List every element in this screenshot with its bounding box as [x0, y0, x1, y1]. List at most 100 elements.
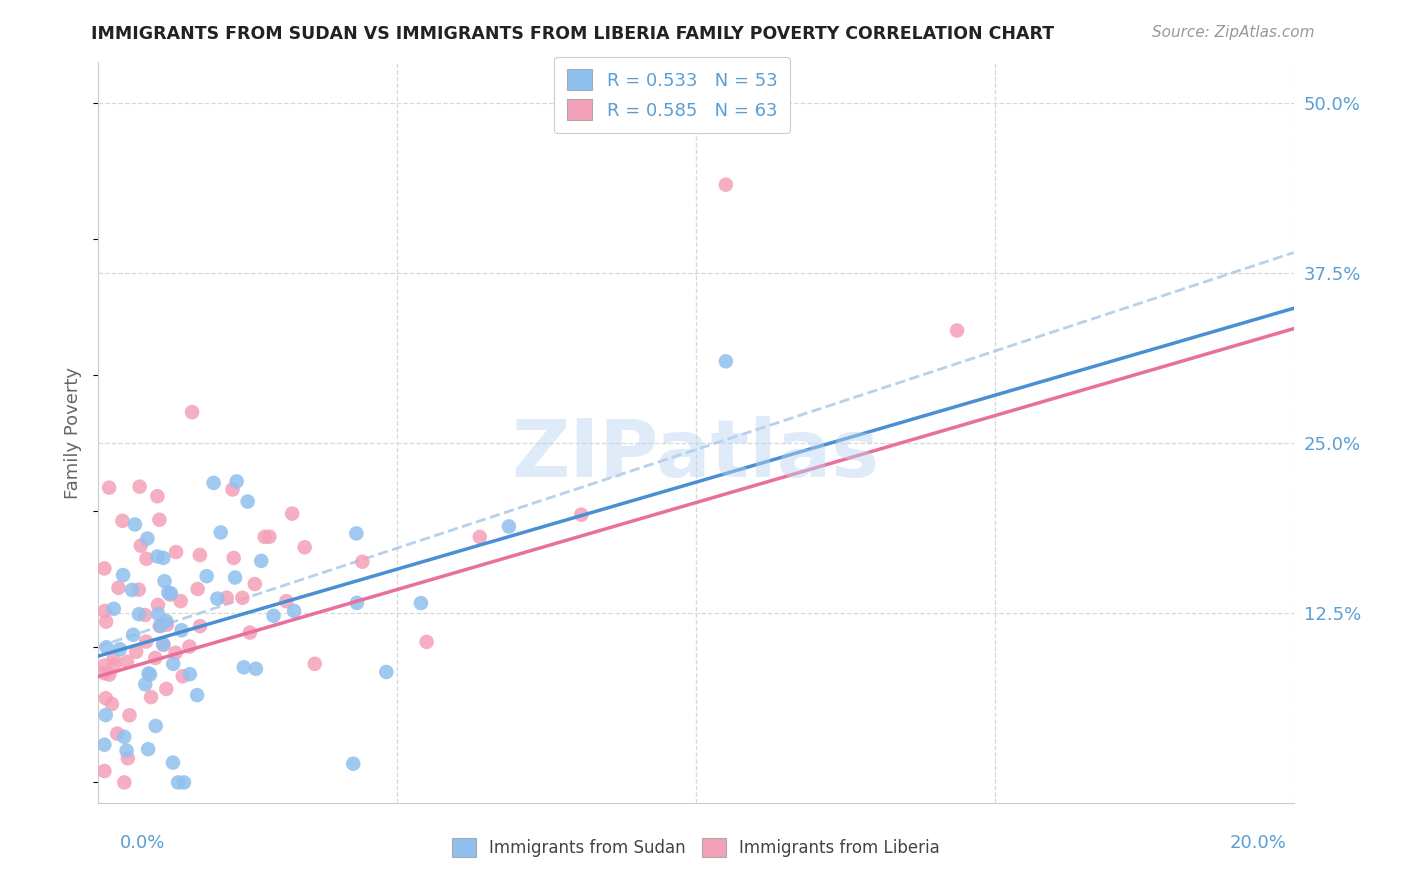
Point [187, 582, 209, 596]
Point [134, 607, 156, 622]
Point [409, 596, 432, 610]
Point [128, 480, 150, 494]
Legend: Immigrants from Sudan, Immigrants from Liberia: Immigrants from Sudan, Immigrants from L… [440, 826, 952, 869]
Point [188, 548, 211, 562]
Point [93, 561, 115, 575]
Point [344, 526, 367, 541]
Point [162, 657, 184, 671]
Point [215, 591, 238, 605]
Point [101, 697, 124, 711]
Text: 20.0%: 20.0% [1230, 834, 1286, 852]
Point [468, 530, 491, 544]
Point [112, 775, 135, 789]
Text: 0.0%: 0.0% [120, 834, 165, 852]
Point [93, 604, 115, 618]
Point [263, 608, 285, 623]
Point [153, 574, 176, 589]
Point [179, 667, 201, 681]
Point [232, 660, 254, 674]
Point [221, 483, 243, 497]
Point [222, 551, 245, 566]
Point [149, 619, 172, 633]
Point [245, 662, 267, 676]
Point [170, 624, 193, 638]
Point [156, 617, 179, 632]
Point [152, 638, 174, 652]
Point [179, 640, 201, 654]
Point [714, 178, 737, 192]
Point [162, 756, 184, 770]
Point [135, 551, 157, 566]
Point [139, 690, 162, 704]
Point [121, 582, 143, 597]
Point [225, 475, 247, 489]
Point [93, 764, 115, 778]
Point [188, 619, 211, 633]
Point [105, 726, 128, 740]
Point [415, 635, 437, 649]
Point [231, 591, 253, 605]
Point [155, 614, 177, 628]
Point [165, 646, 187, 660]
Point [134, 677, 156, 691]
Point [125, 645, 148, 659]
Point [94, 691, 117, 706]
Point [115, 655, 138, 669]
Point [128, 582, 150, 597]
Point [103, 601, 125, 615]
Point [111, 514, 134, 528]
Point [207, 591, 229, 606]
Point [112, 730, 135, 744]
Point [146, 489, 169, 503]
Point [94, 615, 117, 629]
Point [281, 507, 304, 521]
Point [117, 751, 139, 765]
Point [146, 549, 169, 564]
Point [236, 494, 259, 508]
Text: IMMIGRANTS FROM SUDAN VS IMMIGRANTS FROM LIBERIA FAMILY POVERTY CORRELATION CHAR: IMMIGRANTS FROM SUDAN VS IMMIGRANTS FROM… [91, 25, 1055, 43]
Point [202, 475, 225, 490]
Point [122, 628, 145, 642]
Point [946, 324, 969, 338]
Point [152, 637, 174, 651]
Point [253, 530, 276, 544]
Point [148, 513, 170, 527]
Point [107, 581, 129, 595]
Point [103, 658, 125, 673]
Point [224, 570, 246, 584]
Point [172, 669, 194, 683]
Point [165, 545, 187, 559]
Point [115, 744, 138, 758]
Point [155, 681, 177, 696]
Point [124, 517, 146, 532]
Point [173, 775, 195, 789]
Point [98, 481, 121, 495]
Point [294, 541, 316, 555]
Point [239, 625, 262, 640]
Point [93, 738, 115, 752]
Point [108, 642, 131, 657]
Point [98, 667, 121, 681]
Point [167, 775, 190, 789]
Point [169, 594, 191, 608]
Point [112, 568, 135, 582]
Point [129, 539, 152, 553]
Point [136, 742, 159, 756]
Point [283, 604, 305, 618]
Point [135, 634, 157, 648]
Point [352, 555, 374, 569]
Point [159, 588, 181, 602]
Point [93, 658, 115, 673]
Point [250, 554, 273, 568]
Point [276, 594, 298, 608]
Point [181, 405, 204, 419]
Point [375, 665, 398, 679]
Point [146, 598, 169, 612]
Point [259, 530, 281, 544]
Point [143, 651, 166, 665]
Point [186, 688, 208, 702]
Point [96, 640, 118, 655]
Point [128, 607, 150, 622]
Point [152, 550, 174, 565]
Point [157, 585, 180, 599]
